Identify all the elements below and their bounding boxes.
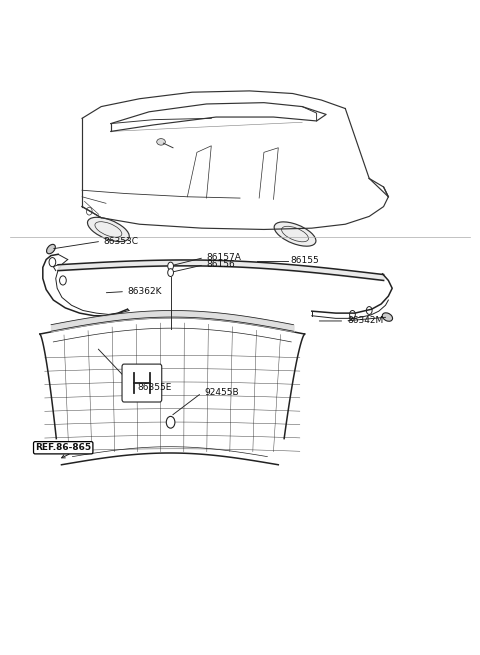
Circle shape xyxy=(366,307,372,314)
Text: 86355E: 86355E xyxy=(137,383,171,392)
Circle shape xyxy=(60,276,66,285)
Circle shape xyxy=(349,310,355,318)
Ellipse shape xyxy=(157,139,165,145)
Text: REF.86-865: REF.86-865 xyxy=(35,443,91,452)
Circle shape xyxy=(49,257,56,267)
Ellipse shape xyxy=(274,222,316,246)
Text: 86156: 86156 xyxy=(206,260,235,269)
Ellipse shape xyxy=(87,217,129,242)
Circle shape xyxy=(166,417,175,428)
Circle shape xyxy=(168,269,173,276)
Text: 86157A: 86157A xyxy=(206,253,241,262)
Text: 86362K: 86362K xyxy=(128,287,162,296)
Text: 92455B: 92455B xyxy=(204,388,239,398)
Text: 86342M: 86342M xyxy=(348,316,384,326)
Text: 86353C: 86353C xyxy=(104,236,139,246)
FancyBboxPatch shape xyxy=(122,364,162,402)
Circle shape xyxy=(168,262,173,270)
Ellipse shape xyxy=(47,244,55,253)
Text: 86155: 86155 xyxy=(290,256,319,265)
Ellipse shape xyxy=(382,313,393,321)
